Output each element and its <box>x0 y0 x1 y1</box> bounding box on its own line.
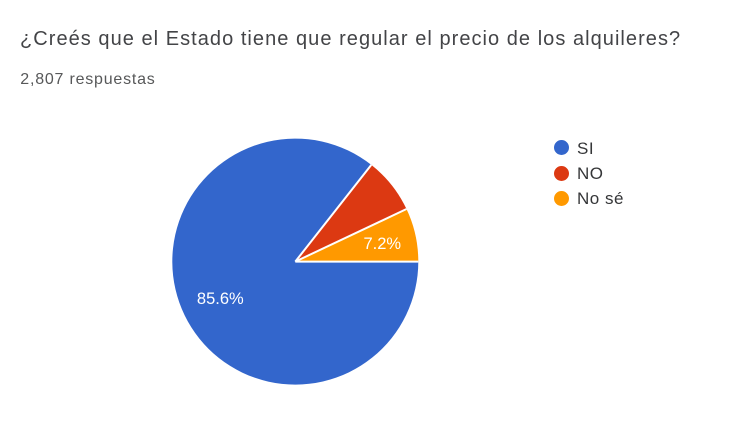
svg-text:85.6%: 85.6% <box>197 290 244 308</box>
svg-text:7.2%: 7.2% <box>363 235 401 253</box>
